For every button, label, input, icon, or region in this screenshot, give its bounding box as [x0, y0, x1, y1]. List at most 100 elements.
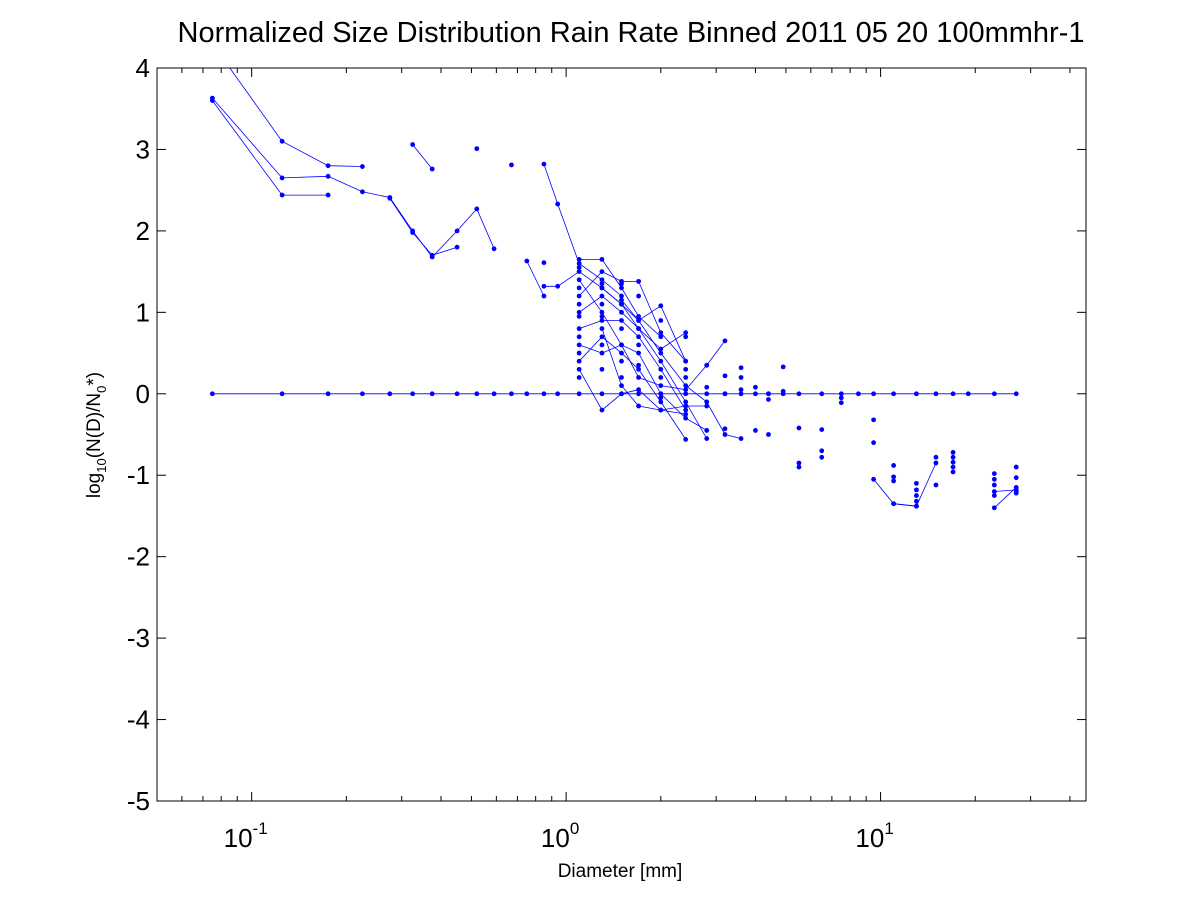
data-point	[599, 350, 605, 356]
data-point	[599, 314, 605, 319]
data-point	[576, 265, 582, 270]
data-point	[509, 391, 514, 397]
data-point	[766, 432, 771, 437]
data-point	[636, 362, 641, 368]
data-point	[474, 391, 480, 397]
series-line	[389, 198, 458, 256]
data-point	[555, 283, 561, 289]
y-tick-label: 4	[136, 53, 150, 83]
data-point	[722, 338, 728, 344]
data-point	[636, 318, 641, 323]
data-point	[704, 391, 710, 397]
data-point	[619, 375, 624, 380]
plot-frame	[156, 67, 1087, 802]
data-point	[819, 454, 825, 460]
series-line	[621, 299, 687, 362]
data-point	[683, 387, 689, 393]
y-tick-label: -1	[127, 460, 150, 490]
data-point	[429, 252, 435, 258]
data-point	[619, 383, 624, 389]
data-point	[279, 192, 285, 198]
data-point	[619, 293, 624, 299]
data-point	[599, 309, 605, 315]
x-tick-exponent: -1	[253, 819, 268, 838]
data-point	[636, 342, 641, 348]
data-point	[599, 407, 605, 413]
data-point	[766, 397, 771, 402]
data-point	[914, 493, 919, 498]
data-point	[576, 309, 582, 315]
data-point	[636, 375, 641, 380]
data-point	[279, 391, 285, 397]
y-tick-label: 3	[136, 134, 150, 164]
data-point	[950, 450, 956, 455]
data-point	[891, 463, 897, 468]
data-point	[636, 326, 641, 332]
data-point	[555, 201, 561, 207]
y-tick-label: -4	[127, 705, 150, 735]
data-point	[541, 293, 547, 299]
data-point	[599, 326, 605, 332]
data-point	[965, 391, 971, 397]
series-line	[873, 462, 937, 507]
data-point	[991, 471, 997, 476]
y-tick-labels: -5 -4 -3 -2 -1 0 1 2 3 4	[127, 53, 150, 816]
data-point	[279, 175, 285, 181]
data-point	[891, 478, 897, 484]
data-point	[325, 173, 331, 179]
data-point	[576, 277, 582, 283]
data-point	[891, 474, 897, 480]
data-point	[891, 391, 897, 397]
data-point	[599, 366, 605, 372]
data-point	[738, 375, 744, 380]
data-point	[1013, 391, 1019, 397]
data-point	[619, 309, 624, 315]
data-point	[619, 391, 624, 397]
data-point	[933, 460, 939, 466]
data-point	[1013, 485, 1019, 490]
data-point	[933, 482, 939, 488]
data-point	[599, 391, 605, 397]
x-tick-base: 10	[855, 823, 884, 853]
data-point	[599, 334, 605, 340]
data-point	[619, 318, 624, 323]
data-point	[991, 489, 997, 494]
data-point	[658, 407, 664, 413]
y-tick-label: -2	[127, 542, 150, 572]
data-point	[454, 244, 460, 250]
data-point	[1013, 475, 1019, 481]
y-tick-label: 2	[136, 216, 150, 246]
data-point	[576, 375, 582, 380]
x-tick-base: 10	[541, 823, 570, 853]
series-points	[209, 95, 1019, 511]
data-point	[619, 350, 624, 356]
y-tick-label: 1	[136, 297, 150, 327]
data-point	[636, 403, 641, 409]
data-point	[429, 166, 435, 172]
data-point	[871, 417, 876, 423]
data-point	[387, 391, 393, 397]
data-point	[991, 505, 997, 511]
data-point	[576, 391, 582, 397]
data-point	[576, 269, 582, 275]
data-point	[683, 407, 689, 413]
data-point	[619, 342, 624, 348]
data-point	[819, 448, 825, 454]
data-point	[576, 358, 582, 364]
x-major-ticks	[251, 68, 882, 801]
data-point	[509, 162, 514, 168]
data-point	[524, 258, 530, 264]
data-point	[704, 436, 710, 441]
data-point	[410, 142, 416, 147]
data-point	[541, 260, 547, 266]
data-point	[891, 501, 897, 507]
data-point	[491, 391, 497, 397]
data-point	[429, 391, 435, 397]
data-point	[474, 206, 480, 212]
data-point	[933, 391, 939, 397]
data-point	[636, 366, 641, 372]
data-point	[914, 480, 919, 486]
data-point	[599, 301, 605, 307]
data-point	[950, 391, 956, 397]
x-tick-base: 10	[224, 823, 253, 853]
